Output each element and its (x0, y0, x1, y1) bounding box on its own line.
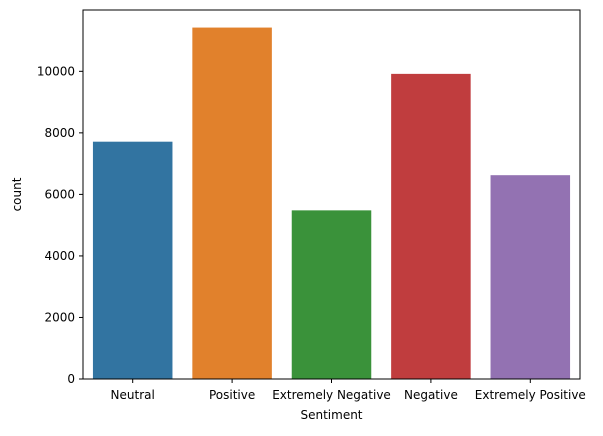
bar-extremely-negative (291, 210, 372, 379)
x-tick-label: Neutral (111, 388, 155, 402)
x-tick-label: Extremely Positive (475, 388, 586, 402)
y-tick-label: 2000 (44, 310, 75, 324)
x-axis: Neutral Positive Extremely Negative Negativ… (111, 379, 586, 402)
bar-neutral (92, 141, 173, 379)
bar-positive (192, 27, 272, 379)
y-tick-label: 10000 (37, 64, 75, 78)
y-tick-label: 0 (67, 372, 75, 386)
y-axis-label: count (10, 177, 24, 211)
x-tick-label: Positive (209, 388, 255, 402)
y-tick-label: 6000 (44, 187, 75, 201)
x-axis-label: Sentiment (300, 408, 362, 422)
y-axis: 0 2000 4000 6000 8000 10000 (37, 64, 83, 386)
bar-extremely-positive (490, 175, 571, 379)
bars-layer (92, 27, 571, 380)
bar-negative (391, 73, 471, 380)
x-tick-label: Negative (404, 388, 458, 402)
x-tick-label: Extremely Negative (272, 388, 391, 402)
plot-frame (82, 9, 581, 380)
y-tick-label: 8000 (44, 126, 75, 140)
y-tick-label: 4000 (44, 249, 75, 263)
